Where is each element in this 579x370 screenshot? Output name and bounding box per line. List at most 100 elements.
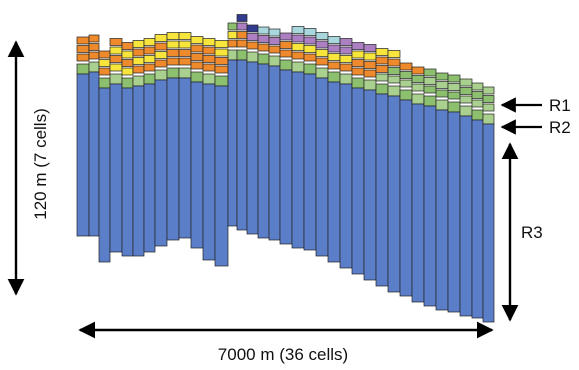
cell-upper xyxy=(315,32,329,40)
cell-upper xyxy=(363,44,377,52)
cell-upper xyxy=(315,57,329,66)
cell-upper xyxy=(411,83,425,92)
cell-upper xyxy=(375,56,389,65)
cell-upper xyxy=(98,50,111,59)
cell-upper xyxy=(327,36,341,44)
cell-upper xyxy=(214,57,229,65)
cell-r3-blue xyxy=(351,87,365,275)
cell-upper xyxy=(121,42,134,50)
cell-r3-blue xyxy=(143,83,156,253)
cell-upper xyxy=(291,34,305,43)
cell-upper xyxy=(214,65,229,74)
cell-upper xyxy=(482,95,495,103)
cell-r3-blue xyxy=(303,73,317,251)
cell-upper xyxy=(178,40,192,49)
cell-upper xyxy=(459,78,473,87)
cell-upper xyxy=(351,59,365,67)
cell-r2-green xyxy=(339,73,353,85)
cell-r2-green xyxy=(154,69,168,81)
cell-upper xyxy=(202,63,216,72)
cell-r3-blue xyxy=(227,59,238,227)
cell-upper xyxy=(315,49,329,57)
height-dimension-label: 120 m (7 cells) xyxy=(31,108,50,219)
cell-upper xyxy=(202,55,216,63)
cell-upper xyxy=(279,49,293,58)
cell-upper xyxy=(459,95,473,104)
cell-upper xyxy=(143,63,156,72)
cell-upper xyxy=(227,31,238,39)
cell-upper xyxy=(459,87,473,95)
cell-r3-blue xyxy=(435,109,449,311)
cell-upper xyxy=(327,61,341,70)
cell-upper xyxy=(178,49,192,57)
cell-r3-blue xyxy=(98,87,111,263)
cell-upper xyxy=(246,24,259,33)
cell-upper xyxy=(387,58,401,67)
cell-r2-green xyxy=(202,73,216,85)
cell-r3-blue xyxy=(132,85,145,257)
cell-upper xyxy=(351,67,365,76)
cell-upper xyxy=(375,73,389,82)
cell-upper xyxy=(190,36,204,44)
cell-r3-blue xyxy=(88,71,100,237)
cell-upper xyxy=(423,77,437,85)
cell-upper xyxy=(375,65,389,73)
cell-upper xyxy=(246,41,259,50)
cell-upper xyxy=(190,44,204,53)
cell-upper xyxy=(471,82,484,91)
cell-upper xyxy=(351,42,365,50)
cell-upper xyxy=(154,59,168,68)
cell-r2-green xyxy=(291,61,305,73)
cell-r2-green xyxy=(411,93,425,105)
cell-r3-blue xyxy=(459,115,473,317)
cell-upper xyxy=(154,34,168,42)
cell-r2-green xyxy=(132,75,145,87)
cell-upper xyxy=(257,43,270,52)
cell-upper xyxy=(291,51,305,60)
cell-upper xyxy=(76,45,90,53)
cell-r3-blue xyxy=(471,119,484,319)
cell-r2-green xyxy=(303,63,317,75)
cell-r2-green xyxy=(387,85,401,97)
r1-label: R1 xyxy=(549,96,571,115)
cell-upper xyxy=(166,40,180,49)
cell-upper xyxy=(202,46,216,55)
cell-r2-green xyxy=(482,113,495,125)
cell-upper xyxy=(166,49,180,57)
cell-upper xyxy=(121,59,134,67)
cell-upper xyxy=(315,40,329,49)
cell-upper xyxy=(257,35,270,43)
cell-upper xyxy=(399,71,413,79)
cell-upper xyxy=(98,59,111,67)
cell-r2-green xyxy=(76,63,90,75)
cell-r2-green xyxy=(423,95,437,107)
cell-upper xyxy=(132,57,145,65)
cell-upper xyxy=(268,37,281,45)
cell-upper xyxy=(190,61,204,70)
cell-r2-green xyxy=(227,49,238,61)
cell-upper xyxy=(214,40,229,48)
cell-upper xyxy=(121,67,134,76)
cell-upper xyxy=(351,50,365,59)
cell-upper xyxy=(121,50,134,59)
cell-r3-blue xyxy=(363,89,377,281)
cell-r3-blue xyxy=(246,61,259,235)
cell-upper xyxy=(246,33,259,41)
cell-upper xyxy=(387,67,401,75)
cell-r3-blue xyxy=(411,103,425,303)
cell-upper xyxy=(471,91,484,99)
cell-upper xyxy=(303,45,317,53)
cell-upper xyxy=(109,38,123,46)
cell-upper xyxy=(257,26,270,35)
cell-r2-green xyxy=(279,59,293,71)
cell-upper xyxy=(375,48,389,56)
cell-upper xyxy=(363,61,377,69)
cell-r2-green xyxy=(447,101,461,113)
cell-r3-blue xyxy=(291,71,305,249)
cell-upper xyxy=(154,51,168,59)
cell-upper xyxy=(143,46,156,55)
cell-upper xyxy=(411,66,425,75)
cell-upper xyxy=(132,65,145,74)
r3-label: R3 xyxy=(521,223,543,242)
